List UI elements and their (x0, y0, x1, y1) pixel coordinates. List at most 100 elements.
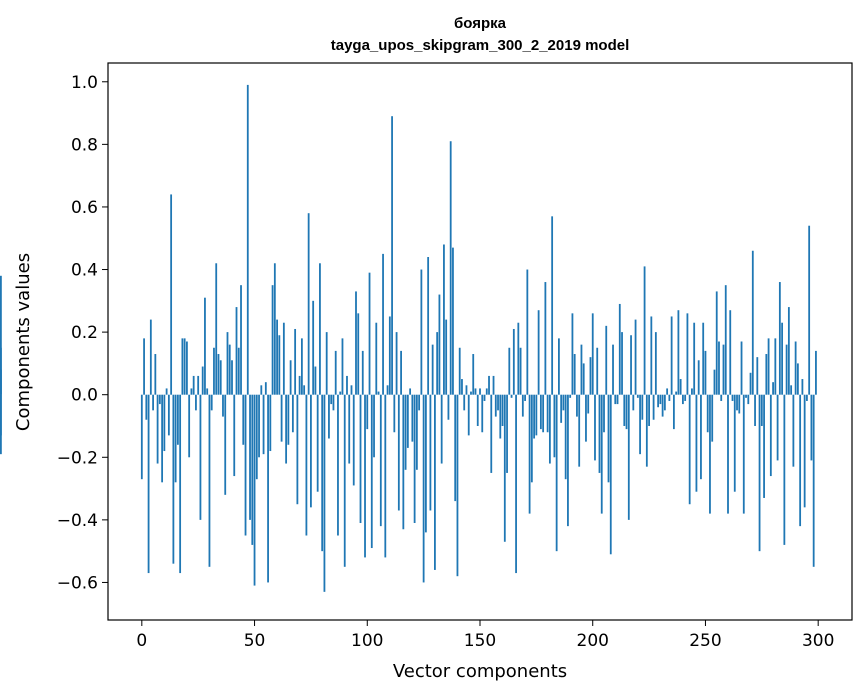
y-tick-label: 0.4 (71, 261, 98, 281)
bar (562, 394, 565, 411)
bar (319, 263, 321, 395)
bar (767, 338, 770, 395)
bar (738, 394, 741, 414)
x-tick-label: 0 (136, 631, 147, 651)
bar (621, 332, 623, 395)
bar (625, 394, 628, 430)
bar (328, 394, 330, 439)
bar (231, 360, 233, 395)
y-tick-label: 0.0 (71, 386, 98, 406)
bar (314, 366, 317, 395)
bar (397, 394, 400, 511)
bar (418, 394, 421, 411)
bar (163, 394, 166, 452)
bar (161, 394, 164, 483)
bar (747, 394, 750, 405)
bar (208, 394, 211, 567)
bar (573, 354, 576, 395)
bar (722, 344, 725, 395)
bar (325, 332, 328, 395)
bar (758, 394, 761, 552)
bar (542, 394, 545, 433)
bar (704, 350, 707, 395)
x-axis-label: Vector components (393, 661, 567, 682)
bar (267, 394, 269, 583)
bar (195, 394, 197, 411)
bar (792, 394, 795, 467)
bar (695, 394, 698, 492)
bar (713, 369, 716, 395)
bar (395, 332, 398, 395)
bar (0, 369, 2, 395)
bar (343, 394, 346, 567)
bar (334, 350, 337, 395)
bar (470, 391, 472, 395)
bar (787, 307, 790, 395)
bar (224, 394, 227, 495)
bar (517, 322, 520, 395)
bar (463, 394, 466, 411)
bar (733, 394, 736, 492)
bar (190, 388, 193, 395)
bar (438, 294, 441, 395)
bar (765, 354, 768, 395)
bar (724, 285, 727, 395)
bar (727, 394, 729, 514)
bar (384, 394, 387, 558)
bar (447, 394, 450, 420)
bar (668, 394, 671, 401)
bar (524, 394, 526, 401)
bar (461, 379, 463, 395)
bar (641, 394, 644, 420)
bar (510, 394, 513, 398)
bar (648, 394, 650, 426)
bar (720, 394, 723, 401)
bar (596, 347, 599, 395)
bar (424, 394, 427, 533)
x-tick-label: 250 (689, 631, 721, 651)
bar (790, 385, 793, 395)
bar (454, 394, 457, 502)
bar (409, 388, 412, 395)
bar (215, 263, 218, 395)
bar (808, 225, 811, 395)
bar (553, 394, 556, 458)
bar (411, 394, 414, 442)
bar (332, 394, 335, 411)
bar (282, 322, 285, 395)
bar (321, 394, 324, 552)
bar (149, 319, 152, 395)
bar (366, 394, 369, 430)
bar (711, 394, 714, 442)
bar (458, 347, 461, 395)
bar (589, 357, 592, 395)
bar (316, 394, 319, 492)
bar (388, 316, 391, 395)
bar (222, 394, 224, 417)
bar (158, 394, 161, 405)
bar (490, 394, 493, 473)
y-tick-label: 0.6 (71, 198, 98, 218)
bar (465, 385, 468, 395)
y-axis-label: Components values (13, 253, 34, 431)
bar (253, 394, 256, 586)
chart-title: боярка (454, 15, 507, 32)
bar (339, 391, 342, 395)
bar (143, 338, 145, 395)
bar (521, 394, 524, 417)
bar (422, 394, 425, 583)
bar (760, 394, 763, 426)
bar (352, 394, 355, 486)
bar (709, 394, 711, 514)
bar (348, 394, 351, 464)
bar (636, 394, 639, 398)
bar (785, 344, 788, 395)
bar (603, 394, 605, 433)
bar (298, 375, 301, 395)
bar (702, 322, 705, 395)
bar (812, 394, 815, 567)
bar (386, 385, 389, 395)
bar (429, 394, 432, 511)
bar (587, 394, 590, 414)
bar (181, 338, 184, 395)
